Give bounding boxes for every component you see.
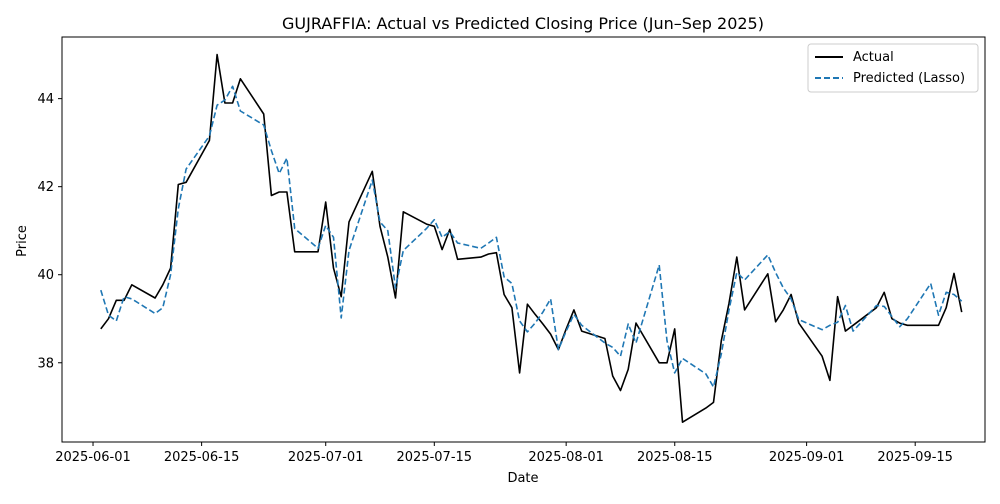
axis-ticks: 2025-06-01 2025-06-15 2025-07-01 2025-07-15…	[37, 92, 953, 465]
legend: Actual Predicted (Lasso)	[807, 43, 979, 93]
y-axis-label: Price	[15, 225, 30, 257]
x-tick-label: 2025-06-01	[55, 450, 131, 465]
x-tick-label: 2025-09-01	[769, 450, 845, 465]
y-tick-label: 40	[37, 268, 54, 283]
y-tick-label: 44	[37, 92, 54, 107]
y-tick-label: 38	[37, 356, 54, 371]
actual-series-line	[100, 53, 963, 424]
x-tick-label: 2025-07-15	[397, 450, 473, 465]
chart-title: GUJRAFFIA: Actual vs Predicted Closing P…	[282, 14, 764, 33]
legend-box	[807, 43, 979, 93]
x-tick-label: 2025-08-15	[637, 450, 713, 465]
y-tick-label: 42	[37, 180, 54, 195]
legend-label-actual: Actual	[853, 50, 894, 65]
series-lines	[100, 53, 963, 424]
x-tick-label: 2025-06-15	[164, 450, 240, 465]
x-tick-label: 2025-07-01	[288, 450, 364, 465]
predicted-series-line	[100, 85, 963, 388]
plot-area-frame	[61, 36, 986, 443]
x-tick-label: 2025-09-15	[877, 450, 953, 465]
x-tick-label: 2025-08-01	[528, 450, 604, 465]
x-axis-label: Date	[507, 471, 538, 486]
legend-label-predicted: Predicted (Lasso)	[853, 71, 965, 86]
